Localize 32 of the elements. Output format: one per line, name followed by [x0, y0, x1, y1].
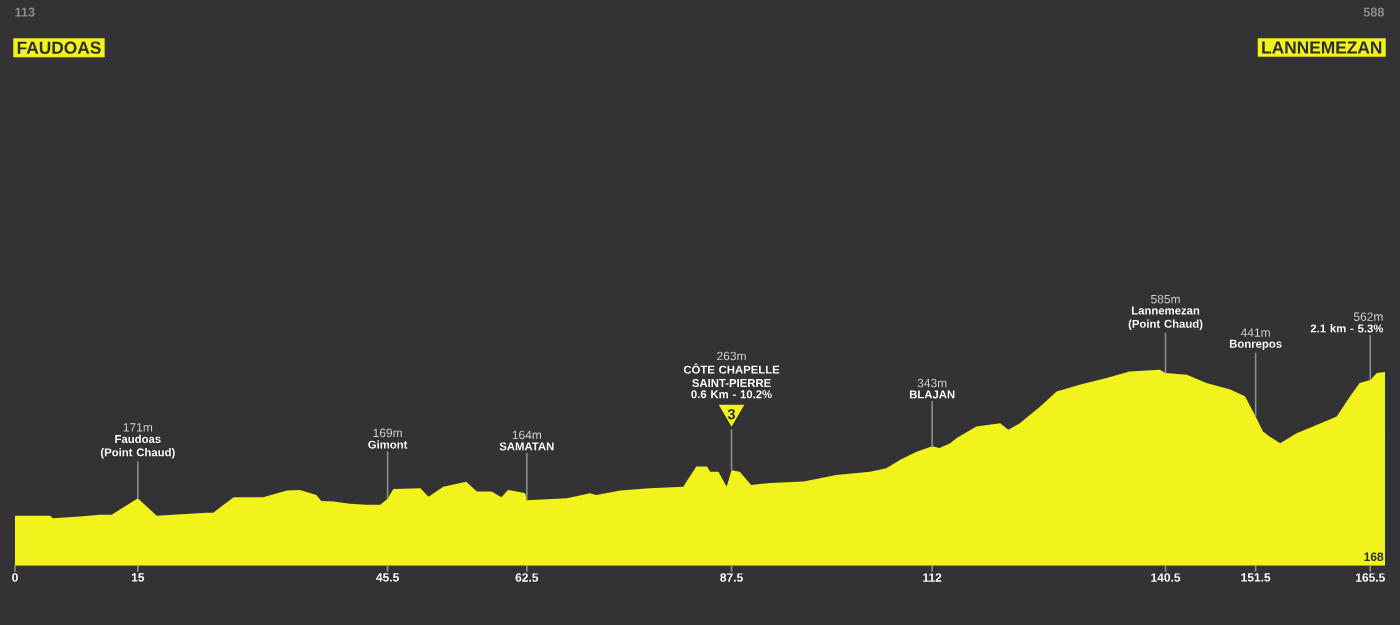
text: LANNEMEZAN	[1262, 41, 1382, 54]
annotation: Faudoas (Point Chaud)	[100, 434, 175, 459]
annotation: Bonrepos	[1229, 339, 1282, 351]
text: 263m	[717, 351, 746, 361]
annotation: 171m	[123, 423, 153, 432]
x-tick-label: 140.5	[1151, 573, 1181, 582]
text: 113	[15, 7, 35, 17]
x-tick-label: 112	[923, 573, 942, 582]
annotation: BLAJAN	[909, 390, 955, 399]
x-tick-label: 165.5	[1356, 573, 1385, 582]
annotation: 168	[1364, 552, 1384, 562]
text: 585m	[1151, 294, 1180, 304]
annotation: CÔTE CHAPELLE SAINT-PIERRE	[683, 363, 780, 388]
x-tick-label: 62.5	[515, 573, 539, 582]
annotation: 169m	[373, 428, 402, 438]
text: 588	[1363, 7, 1385, 17]
x-tick-label: 87.5	[720, 573, 743, 582]
annotation: 0.6 Km - 10.2%	[691, 390, 772, 399]
annotation: Gimont	[368, 440, 408, 449]
x-tick-label: 151.5	[1241, 573, 1271, 582]
annotation: 164m	[512, 430, 542, 440]
text: 441m	[1240, 328, 1270, 337]
x-tick-label: 0	[12, 573, 18, 582]
text: FAUDOAS	[17, 41, 101, 54]
annotation: SAMATAN	[499, 442, 554, 451]
x-tick-label: 15	[131, 573, 145, 582]
annotation: Lannemezan (Point Chaud)	[1128, 306, 1203, 331]
annotation: 3	[727, 409, 736, 420]
annotation: 343m	[917, 378, 947, 388]
annotation: 2.1 km - 5.3%	[1310, 324, 1384, 333]
text: 562m	[1353, 312, 1383, 321]
x-tick-label: 45.5	[376, 573, 399, 582]
